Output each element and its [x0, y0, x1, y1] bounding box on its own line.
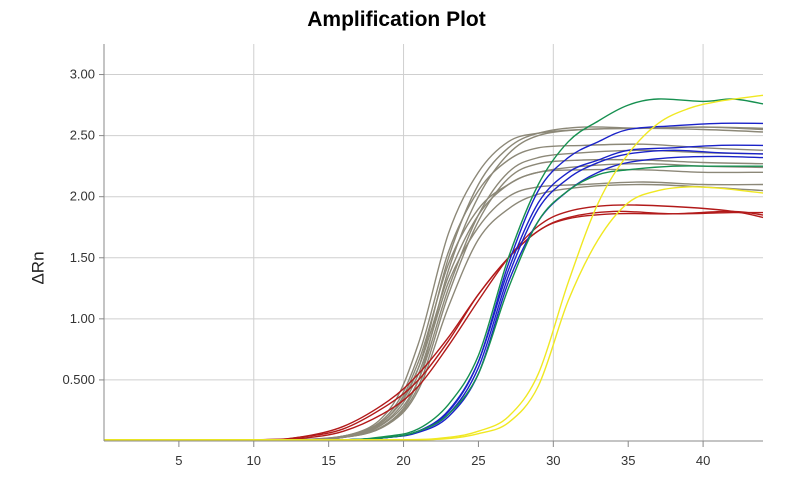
y-tick-label: 1.00 [70, 311, 95, 326]
series-line-yellow [104, 94, 764, 441]
x-tick-label: 40 [696, 453, 710, 468]
series-line-gray [103, 126, 764, 441]
y-tick-label: 2.50 [70, 128, 95, 143]
axes [99, 44, 763, 447]
series-line-red [103, 210, 764, 441]
x-tick-label: 5 [175, 453, 182, 468]
y-tick-label: 1.50 [70, 250, 95, 265]
x-tick-label: 20 [396, 453, 410, 468]
series-line-gray [103, 158, 764, 441]
y-tick-label: 2.00 [70, 189, 95, 204]
series-line-gray [103, 127, 764, 441]
series-line-yellow [104, 186, 764, 441]
x-tick-label: 15 [321, 453, 335, 468]
x-tick-label: 30 [546, 453, 560, 468]
series-line-gray [103, 126, 764, 441]
tick-labels: 0.500 1.00 1.50 2.00 2.50 3.00 5 10 15 20 25 30 35 40 [62, 67, 710, 468]
series-line-blue [104, 155, 764, 441]
x-tick-label: 10 [247, 453, 261, 468]
y-tick-label: 0.500 [62, 372, 95, 387]
y-tick-label: 3.00 [70, 67, 95, 82]
series-line-gray [103, 149, 764, 441]
series-line-blue [104, 149, 764, 441]
series-line-red [103, 204, 764, 441]
x-tick-label: 25 [471, 453, 485, 468]
series-group [103, 94, 764, 441]
grid-lines [104, 44, 763, 441]
x-tick-label: 35 [621, 453, 635, 468]
series-line-gray [103, 143, 764, 441]
chart-title: Amplification Plot [307, 8, 486, 31]
